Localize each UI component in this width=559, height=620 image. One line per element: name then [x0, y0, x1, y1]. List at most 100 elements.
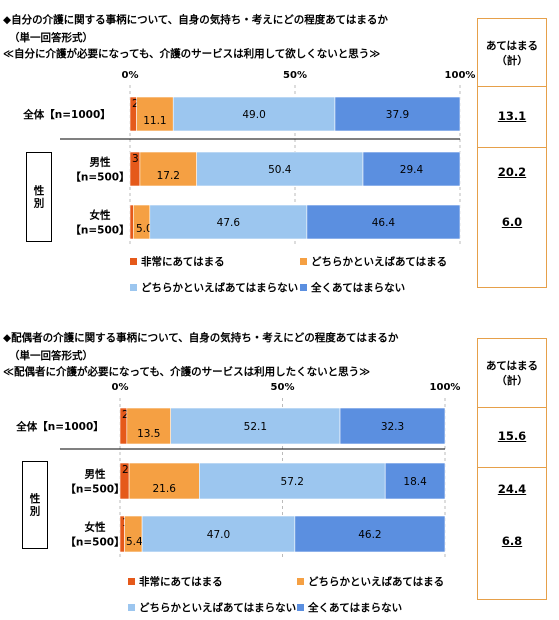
legend-label: 非常にあてはまる [141, 256, 225, 268]
x-tick-label: 100% [445, 70, 476, 81]
bar-segment [362, 151, 461, 187]
bar-segment [139, 151, 197, 187]
legend-item: 全くあてはまらない [297, 600, 402, 615]
legend-swatch [128, 578, 135, 585]
data-label: 11.1 [143, 115, 166, 127]
bar-segment [172, 96, 336, 132]
row-label: 男性 [85, 468, 106, 481]
data-label: 29.4 [400, 164, 424, 176]
data-label: 37.9 [386, 109, 409, 121]
legend-swatch [128, 604, 135, 611]
bar-segment [170, 407, 341, 445]
data-label: 47.6 [217, 217, 241, 229]
legend-label: どちらかといえばあてはまらない [139, 602, 297, 614]
legend-label: どちらかといえばあてはまる [311, 256, 448, 268]
legend-item: どちらかといえばあてはまる [297, 574, 444, 589]
data-label: 46.2 [358, 529, 381, 541]
chart-title: ◆自分の介護に関する事柄について、自身の気持ち・考えにどの程度あてはまるか [3, 14, 388, 26]
data-label: 52.1 [244, 421, 267, 433]
legend-label: 全くあてはまらない [308, 602, 403, 614]
bar-segment [149, 204, 308, 240]
legend-item: どちらかといえばあてはまらない [128, 600, 296, 615]
x-tick-label: 50% [271, 382, 295, 393]
legend-swatch [130, 284, 137, 291]
legend-item: 非常にあてはまる [130, 254, 225, 269]
row-label: 【n=500】 [65, 536, 124, 549]
total-value: 20.2 [497, 165, 527, 179]
total-value: 6.8 [501, 534, 523, 548]
data-label: 47.0 [207, 529, 230, 541]
data-label: 5.0 [136, 223, 153, 235]
bar-segment [334, 96, 461, 132]
bar-segment [126, 407, 171, 445]
data-label: 57.2 [281, 476, 304, 488]
chart-subtitle: （単一回答形式） [9, 350, 93, 362]
row-label: 【n=500】 [65, 483, 124, 496]
chart-question: ≪配偶者に介護が必要になっても、介護のサービスは利用したくないと思う≫ [3, 366, 371, 378]
data-label: 5.4 [126, 536, 143, 548]
total-header-line: あてはまる [485, 360, 539, 372]
row-label: 女性 [85, 521, 106, 534]
total-header: あてはまる （計） [478, 359, 546, 389]
x-tick-label: 100% [430, 382, 461, 393]
legend-item: どちらかといえばあてはまる [300, 254, 447, 269]
stacked-bar-chart-2: 0%50%100%全体【n=1000】2.113.552.132.3男性【n=5… [15, 382, 461, 558]
legend-item: 非常にあてはまる [128, 574, 223, 589]
bar-segment [384, 462, 446, 500]
data-label: 21.6 [153, 483, 177, 495]
divider [478, 467, 546, 468]
data-label: 46.4 [372, 217, 396, 229]
bar-segment [294, 515, 446, 553]
row-label: 全体【n=1000】 [22, 108, 111, 121]
total-column: あてはまる （計） 13.1 20.2 6.0 [477, 18, 547, 288]
row-label: 全体【n=1000】 [15, 420, 104, 433]
x-tick-label: 50% [283, 70, 307, 81]
row-label: 女性 [90, 209, 111, 222]
legend-item: 全くあてはまらない [300, 280, 405, 295]
data-label: 49.0 [242, 109, 265, 121]
chart-subtitle: （単一回答形式） [9, 32, 93, 44]
bar-segment [339, 407, 446, 445]
divider [478, 407, 546, 408]
group-label-box: 性別 [22, 461, 48, 549]
legend-item: どちらかといえばあてはまらない [130, 280, 298, 295]
data-label: 50.4 [268, 164, 292, 176]
group-label-box: 性別 [26, 152, 52, 242]
x-tick-label: 0% [112, 382, 129, 393]
data-label: 32.3 [381, 421, 404, 433]
legend-label: どちらかといえばあてはまらない [141, 282, 299, 294]
total-header-line: あてはまる [485, 40, 539, 52]
row-label: 男性 [90, 156, 111, 169]
chart-panel-2: ◆配偶者の介護に関する事柄について、自身の気持ち・考えにどの程度あてはまるか （… [0, 318, 559, 620]
row-label: 【n=500】 [70, 171, 129, 184]
data-label: 13.5 [137, 428, 160, 440]
total-header-line: （計） [496, 55, 528, 67]
x-tick-label: 0% [122, 70, 139, 81]
total-value: 6.0 [501, 215, 523, 229]
legend-swatch [300, 284, 307, 291]
bar-segment [136, 96, 174, 132]
chart-title: ◆配偶者の介護に関する事柄について、自身の気持ち・考えにどの程度あてはまるか [3, 332, 399, 344]
legend-swatch [130, 258, 137, 265]
legend-label: 非常にあてはまる [139, 576, 223, 588]
total-value: 24.4 [497, 482, 527, 496]
chart-panel-1: ◆自分の介護に関する事柄について、自身の気持ち・考えにどの程度あてはまるか （単… [3, 14, 547, 295]
stacked-bar-chart-1: 0%50%100%全体【n=1000】2.011.149.037.9男性【n=5… [22, 70, 476, 245]
total-value: 13.1 [497, 109, 527, 123]
total-column: あてはまる （計） 15.6 24.4 6.8 [477, 338, 547, 600]
bar-segment [141, 515, 296, 553]
data-label: 18.4 [403, 476, 427, 488]
legend-swatch [297, 604, 304, 611]
chart-question: ≪自分に介護が必要になっても、介護のサービスは利用して欲しくないと思う≫ [3, 48, 381, 60]
total-value: 15.6 [497, 429, 527, 443]
bar-segment [306, 204, 461, 240]
legend-swatch [297, 578, 304, 585]
legend-label: 全くあてはまらない [311, 282, 406, 294]
divider [478, 147, 546, 148]
divider [478, 86, 546, 87]
bar-segment [128, 462, 200, 500]
total-header-line: （計） [496, 375, 528, 387]
legend-swatch [300, 258, 307, 265]
total-header: あてはまる （計） [478, 39, 546, 69]
row-label: 【n=500】 [70, 224, 129, 237]
